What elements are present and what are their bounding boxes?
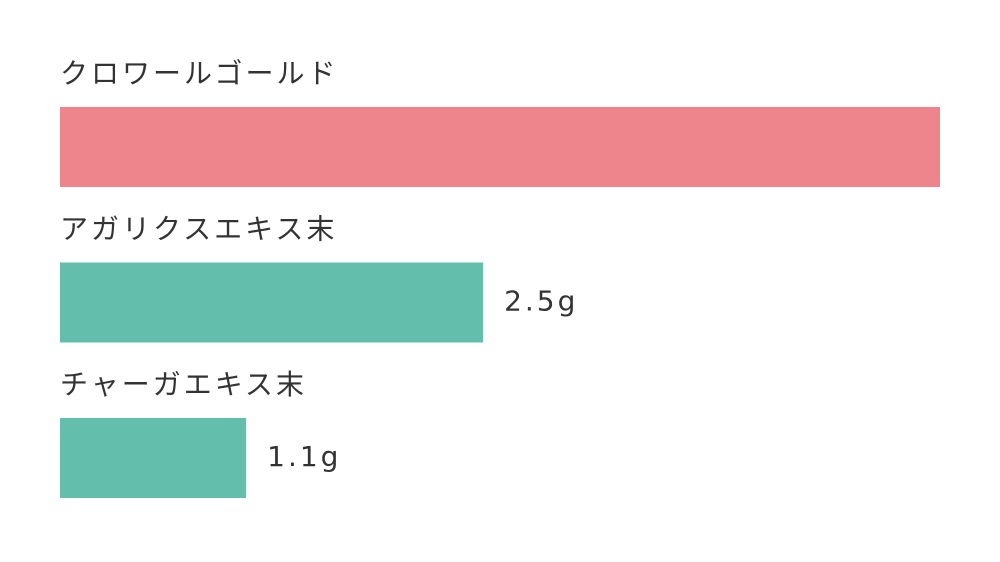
value-label: 1.1g bbox=[267, 440, 341, 473]
bar bbox=[60, 418, 247, 498]
category-label: アガリクスエキス末 bbox=[60, 213, 337, 246]
value-label: 2.5g bbox=[504, 285, 578, 318]
category-label: チャーガエキス末 bbox=[60, 368, 307, 401]
category-label: クロワールゴールド bbox=[60, 57, 338, 90]
bar bbox=[60, 262, 484, 343]
bar bbox=[60, 107, 940, 187]
